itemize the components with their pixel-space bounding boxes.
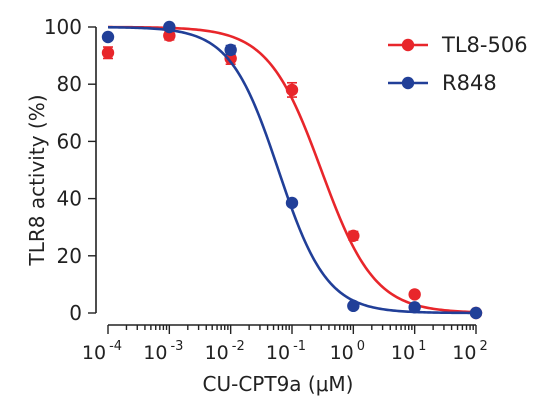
x-tick-label: 10 -4 xyxy=(82,339,122,364)
x-tick-label: 10 -3 xyxy=(143,339,183,364)
series-r848 xyxy=(101,20,483,320)
data-point xyxy=(101,46,115,59)
y-tick-label: 80 xyxy=(57,72,82,96)
y-tick-label: 60 xyxy=(57,129,82,153)
y-tick-label: 40 xyxy=(57,187,82,211)
axes xyxy=(95,27,476,326)
fit-curve xyxy=(107,25,477,315)
data-point xyxy=(224,43,237,57)
y-tick-label: 100 xyxy=(44,15,82,39)
data-point xyxy=(347,299,360,313)
data-point xyxy=(469,306,483,320)
legend-label: R848 xyxy=(442,71,497,95)
tick-labels: 0 20 40 60 80 100 10 -4 10 -3 10 -2 10 -1 10 0 10 1 10 2 xyxy=(44,15,488,364)
x-tick-label: 10 1 xyxy=(391,339,426,364)
fit-curve xyxy=(108,25,477,314)
y-axis-title: TLR8 activity (%) xyxy=(25,94,49,266)
plot-area xyxy=(101,20,483,320)
data-point xyxy=(163,29,176,42)
data-point xyxy=(285,196,299,210)
data-point xyxy=(408,288,421,301)
series-tl8-506 xyxy=(101,25,483,320)
x-tick-label: 10 0 xyxy=(330,339,365,364)
data-point xyxy=(224,52,237,65)
legend-marker xyxy=(401,38,415,52)
legend: TL8-506 R848 xyxy=(388,33,528,95)
x-tick-label: 10 -2 xyxy=(205,339,245,364)
y-tick-label: 20 xyxy=(57,244,82,268)
ticks xyxy=(88,26,477,334)
legend-marker xyxy=(401,76,415,90)
data-point xyxy=(163,20,176,34)
y-tick-label: 0 xyxy=(69,301,82,325)
x-axis-title: CU-CPT9a (μM) xyxy=(203,372,354,396)
data-point xyxy=(347,229,360,242)
data-point xyxy=(101,30,115,44)
x-tick-label: 10 2 xyxy=(452,339,487,364)
data-point xyxy=(408,301,421,314)
x-tick-label: 10 -1 xyxy=(266,339,306,364)
data-point xyxy=(285,83,299,97)
legend-label: TL8-506 xyxy=(441,33,528,57)
